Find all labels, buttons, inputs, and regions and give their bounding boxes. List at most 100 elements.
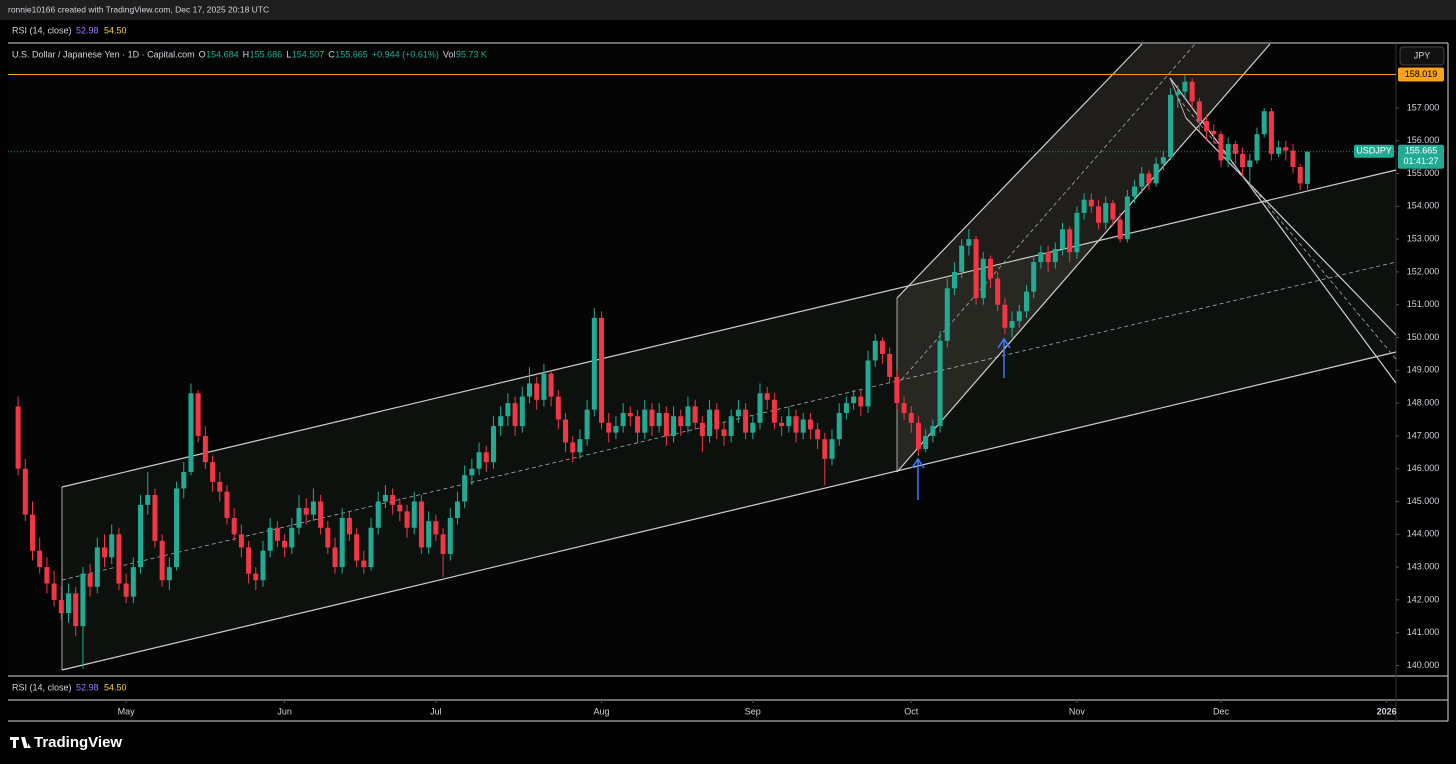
rsi-value: 52.98 — [76, 682, 99, 692]
candle-body — [1002, 304, 1008, 328]
candle-body — [663, 412, 669, 436]
candle-body — [296, 508, 302, 528]
candle-body — [1088, 199, 1094, 207]
candle-body — [469, 468, 475, 476]
y-tick-label: 150.000 — [1407, 332, 1440, 342]
candle-body — [721, 429, 727, 436]
candle-body — [318, 501, 324, 528]
candle-body — [289, 527, 295, 548]
candle-body — [707, 409, 713, 436]
candle-body — [476, 452, 482, 469]
ohlc-key: O — [199, 49, 206, 59]
candle-body — [1276, 147, 1282, 154]
candle-body — [930, 426, 936, 436]
y-tick-label: 157.000 — [1407, 102, 1440, 112]
candle-body — [1023, 291, 1029, 312]
rsi-label: RSI (14, close) — [12, 25, 72, 35]
candle-body — [1103, 203, 1109, 223]
candle-body — [872, 340, 878, 361]
candle-body — [743, 409, 749, 433]
y-tick-label: 141.000 — [1407, 627, 1440, 637]
candle-body — [1268, 111, 1274, 154]
channel-line — [61, 169, 1397, 488]
candle-body — [735, 409, 741, 417]
candle-body — [195, 393, 201, 436]
candle-body — [973, 239, 979, 299]
rsi-value: 54.50 — [104, 682, 127, 692]
candle-body — [397, 504, 403, 512]
alert-tag — [1398, 67, 1444, 82]
header-text: ronnie10166 created with TradingView.com… — [8, 4, 269, 14]
candle-body — [246, 547, 252, 574]
candle-body — [282, 540, 288, 548]
y-tick-label: 146.000 — [1407, 463, 1440, 473]
candle-body — [505, 403, 511, 417]
candle-body — [1211, 130, 1217, 135]
candle-body — [1283, 147, 1289, 151]
y-tick-label: 140.000 — [1407, 660, 1440, 670]
candle-body — [80, 573, 86, 627]
candle-body — [750, 422, 756, 433]
candle-body — [238, 534, 244, 548]
down-channel-median — [1177, 97, 1397, 360]
candle-body — [1175, 91, 1181, 95]
candle-body — [138, 504, 144, 568]
candle-body — [822, 439, 828, 459]
candle-body — [411, 501, 417, 528]
candle-body — [937, 340, 943, 427]
candle-body — [130, 567, 136, 597]
candle-body — [908, 412, 914, 423]
candle-body — [671, 416, 677, 436]
candle-body — [944, 288, 950, 341]
candle-body — [44, 567, 50, 584]
rsi-value: 52.98 — [76, 25, 99, 35]
legend: U.S. Dollar / Japanese Yen · 1D · Capita… — [12, 49, 487, 59]
candle-body — [1081, 199, 1087, 213]
candle-body — [1038, 252, 1044, 263]
x-tick-label: Jul — [430, 706, 442, 716]
ticker: USDJPY — [1356, 146, 1392, 156]
candle-body — [959, 245, 965, 272]
steep-channel-line — [896, 43, 1271, 473]
ohlc-value: 155.686 — [250, 49, 283, 59]
candle-body — [1196, 101, 1202, 122]
currency: JPY — [1414, 50, 1431, 60]
candle-body — [728, 416, 734, 436]
candle-body — [37, 550, 43, 568]
candle-body — [1117, 219, 1123, 240]
candle-body — [627, 412, 633, 417]
candle-body — [1204, 121, 1210, 131]
y-tick-label: 144.000 — [1407, 529, 1440, 539]
candle-body — [1016, 311, 1022, 322]
candle-body — [368, 527, 374, 568]
candle-body — [418, 501, 424, 548]
candle-body — [519, 396, 525, 427]
candle-body — [123, 583, 129, 597]
candle-body — [1060, 229, 1066, 249]
candle-body — [267, 527, 273, 551]
candle-body — [498, 416, 504, 427]
candle-body — [757, 393, 763, 423]
y-tick-label: 153.000 — [1407, 234, 1440, 244]
candle-body — [310, 501, 316, 515]
candle-body — [1096, 206, 1102, 223]
currency-box — [1399, 46, 1445, 66]
candle-body — [829, 439, 835, 459]
x-tick-label: 2026 — [1377, 706, 1397, 716]
candle-body — [786, 416, 792, 427]
x-tick-label: Jun — [277, 706, 292, 716]
ohlc-value: 154.507 — [292, 49, 325, 59]
candle-body — [966, 239, 972, 246]
candle-body — [692, 406, 698, 423]
candle-body — [1247, 160, 1253, 167]
candle-body — [102, 547, 108, 558]
candle-body — [779, 422, 785, 427]
candle-body — [202, 435, 208, 463]
candle-body — [426, 521, 432, 548]
candle-body — [858, 396, 864, 407]
candle-body — [613, 426, 619, 433]
candle-body — [1189, 81, 1195, 102]
candle-body — [591, 317, 597, 410]
y-tick-label: 149.000 — [1407, 365, 1440, 375]
